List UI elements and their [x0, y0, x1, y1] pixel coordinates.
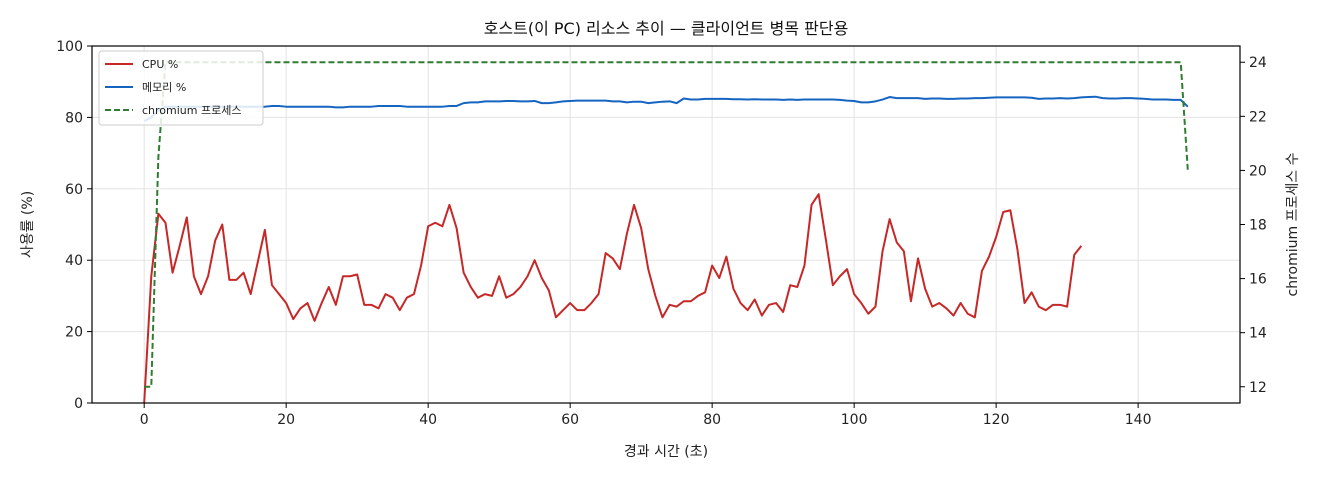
y-tick-label: 80 [65, 110, 83, 126]
x-tick-label: 20 [277, 412, 295, 428]
x-tick-label: 100 [841, 412, 868, 428]
grid-lines [92, 45, 1240, 404]
legend-label: chromium 프로세스 [142, 104, 241, 117]
y-tick-label: 40 [65, 253, 83, 269]
y-axis-title: 사용률 (%) [20, 191, 36, 258]
legend-label: 메모리 % [142, 81, 186, 94]
y-axis-left: 0 20 40 60 80 100 [56, 39, 92, 412]
legend-label: CPU % [142, 58, 178, 71]
y2-tick-label: 18 [1249, 218, 1267, 234]
x-axis: 0 20 40 60 80 100 120 140 [140, 403, 1152, 428]
y2-tick-label: 14 [1249, 326, 1267, 342]
series-line-0 [143, 193, 1083, 404]
y-tick-label: 100 [56, 39, 83, 55]
y-axis-right: 12 14 16 18 20 22 24 [1240, 55, 1267, 396]
series-layer [143, 61, 1189, 404]
y2-tick-label: 22 [1249, 109, 1267, 125]
legend: CPU % 메모리 % chromium 프로세스 [98, 50, 264, 126]
x-tick-label: 60 [561, 412, 579, 428]
x-tick-label: 80 [703, 412, 721, 428]
y-tick-label: 60 [65, 182, 83, 198]
x-axis-title: 경과 시간 (초) [624, 444, 708, 460]
y2-tick-label: 24 [1249, 55, 1267, 71]
y-tick-label: 20 [65, 325, 83, 341]
plot-area-frame [91, 45, 1241, 404]
series-line-2 [144, 61, 1189, 388]
y2-tick-label: 20 [1249, 163, 1267, 179]
x-tick-label: 120 [983, 412, 1010, 428]
y2-tick-label: 16 [1249, 272, 1267, 288]
x-tick-label: 140 [1125, 412, 1152, 428]
legend-box [98, 50, 264, 126]
chart-title: 호스트(이 PC) 리소스 추이 — 클라이언트 병목 판단용 [484, 19, 849, 38]
series-line-1 [143, 95, 1189, 122]
x-tick-label: 40 [419, 412, 437, 428]
y2-axis-title: chromium 프로세스 수 [1285, 152, 1301, 296]
y2-tick-label: 12 [1249, 380, 1267, 396]
y-tick-label: 0 [74, 396, 83, 412]
x-tick-label: 0 [140, 412, 149, 428]
